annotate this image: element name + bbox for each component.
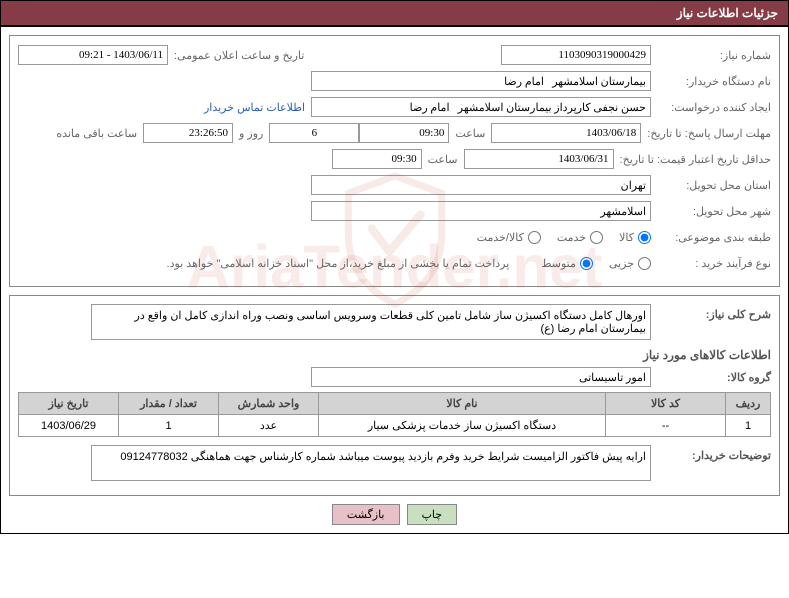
group-label: گروه کالا: — [651, 371, 771, 384]
td-code: -- — [606, 415, 726, 437]
print-button[interactable]: چاپ — [407, 504, 458, 525]
cat-service-label: خدمت — [557, 231, 586, 244]
time-label-1: ساعت — [449, 127, 491, 140]
th-date: تاریخ نیاز — [19, 393, 119, 415]
th-name: نام کالا — [319, 393, 606, 415]
th-unit: واحد شمارش — [219, 393, 319, 415]
th-row: ردیف — [726, 393, 771, 415]
footer-buttons: چاپ بازگشت — [9, 504, 780, 525]
cat-service-radio[interactable] — [590, 231, 603, 244]
th-code: کد کالا — [606, 393, 726, 415]
process-label: نوع فرآیند خرید : — [651, 257, 771, 270]
table-row: 1 -- دستگاه اکسیژن ساز خدمات پزشکی سیار … — [19, 415, 771, 437]
cat-both-radio[interactable] — [528, 231, 541, 244]
proc-partial-radio[interactable] — [638, 257, 651, 270]
province-label: استان محل تحویل: — [651, 179, 771, 192]
buyer-notes-label: توضیحات خریدار: — [651, 445, 771, 462]
validity-date-input[interactable] — [464, 149, 614, 169]
deadline-label: مهلت ارسال پاسخ: تا تاریخ: — [641, 127, 771, 140]
contact-link[interactable]: اطلاعات تماس خریدار — [204, 101, 311, 114]
cat-goods-label: کالا — [619, 231, 634, 244]
cat-goods-radio[interactable] — [638, 231, 651, 244]
announce-input[interactable] — [18, 45, 168, 65]
announce-label: تاریخ و ساعت اعلان عمومی: — [168, 49, 310, 62]
remaining-time-input[interactable] — [143, 123, 233, 143]
proc-partial-label: جزیی — [609, 257, 634, 270]
items-title: اطلاعات کالاهای مورد نیاز — [18, 348, 771, 362]
summary-label: شرح کلی نیاز: — [651, 304, 771, 321]
requester-label: ایجاد کننده درخواست: — [651, 101, 771, 114]
proc-medium-radio[interactable] — [580, 257, 593, 270]
td-date: 1403/06/29 — [19, 415, 119, 437]
summary-box: اورهال کامل دستگاه اکسیژن ساز شامل تامین… — [91, 304, 651, 340]
th-qty: تعداد / مقدار — [119, 393, 219, 415]
need-no-label: شماره نیاز: — [651, 49, 771, 62]
td-qty: 1 — [119, 415, 219, 437]
proc-medium-label: متوسط — [541, 257, 576, 270]
category-label: طبقه بندی موضوعی: — [651, 231, 771, 244]
city-input[interactable] — [311, 201, 651, 221]
validity-label: حداقل تاریخ اعتبار قیمت: تا تاریخ: — [614, 153, 771, 166]
time-label-2: ساعت — [422, 153, 464, 166]
days-label: روز و — [233, 127, 269, 140]
group-input[interactable] — [311, 367, 651, 387]
province-input[interactable] — [311, 175, 651, 195]
buyer-input[interactable] — [311, 71, 651, 91]
table-header-row: ردیف کد کالا نام کالا واحد شمارش تعداد /… — [19, 393, 771, 415]
buyer-label: نام دستگاه خریدار: — [651, 75, 771, 88]
back-button[interactable]: بازگشت — [332, 504, 400, 525]
page-header: جزئیات اطلاعات نیاز — [0, 0, 789, 26]
requester-input[interactable] — [311, 97, 651, 117]
details-section: شرح کلی نیاز: اورهال کامل دستگاه اکسیژن … — [9, 295, 780, 496]
page-title: جزئیات اطلاعات نیاز — [677, 6, 778, 20]
city-label: شهر محل تحویل: — [651, 205, 771, 218]
td-row: 1 — [726, 415, 771, 437]
form-section: شماره نیاز: تاریخ و ساعت اعلان عمومی: نا… — [9, 35, 780, 287]
items-table: ردیف کد کالا نام کالا واحد شمارش تعداد /… — [18, 392, 771, 437]
deadline-date-input[interactable] — [491, 123, 641, 143]
need-no-input[interactable] — [501, 45, 651, 65]
payment-note: پرداخت تمام یا بخشی از مبلغ خرید،از محل … — [167, 257, 510, 270]
buyer-notes-box: ارایه پیش فاکتور الزامیست شرایط خرید وفر… — [91, 445, 651, 481]
deadline-time-input[interactable] — [359, 123, 449, 143]
td-unit: عدد — [219, 415, 319, 437]
remaining-label: ساعت باقی مانده — [50, 127, 143, 140]
main-container: شماره نیاز: تاریخ و ساعت اعلان عمومی: نا… — [0, 26, 789, 534]
days-count-input[interactable] — [269, 123, 359, 143]
cat-both-label: کالا/خدمت — [477, 231, 524, 244]
td-name: دستگاه اکسیژن ساز خدمات پزشکی سیار — [319, 415, 606, 437]
validity-time-input[interactable] — [332, 149, 422, 169]
